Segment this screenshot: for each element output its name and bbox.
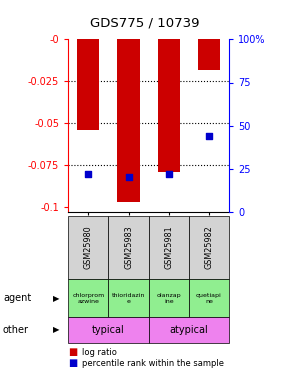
Text: ■: ■ — [68, 358, 77, 368]
Text: olanzap
ine: olanzap ine — [156, 293, 181, 303]
Text: ■: ■ — [68, 348, 77, 357]
Text: ▶: ▶ — [53, 294, 60, 303]
Text: GSM25983: GSM25983 — [124, 226, 133, 269]
Bar — [117, 39, 139, 202]
Text: ▶: ▶ — [53, 326, 60, 334]
Bar — [77, 39, 99, 130]
Text: agent: agent — [3, 293, 31, 303]
Text: GSM25980: GSM25980 — [84, 226, 93, 269]
Text: other: other — [3, 325, 29, 335]
Text: percentile rank within the sample: percentile rank within the sample — [82, 358, 224, 368]
Point — [166, 171, 171, 177]
Bar — [198, 39, 220, 69]
Bar — [158, 39, 180, 172]
Text: quetiapi
ne: quetiapi ne — [196, 293, 222, 303]
Point — [126, 174, 131, 180]
Text: GSM25981: GSM25981 — [164, 226, 173, 269]
Text: GDS775 / 10739: GDS775 / 10739 — [90, 17, 200, 30]
Text: atypical: atypical — [169, 325, 208, 335]
Text: typical: typical — [92, 325, 125, 335]
Point — [86, 171, 90, 177]
Text: chlorprom
azwine: chlorprom azwine — [72, 293, 104, 303]
Point — [207, 133, 211, 139]
Text: log ratio: log ratio — [82, 348, 117, 357]
Text: GSM25982: GSM25982 — [204, 226, 213, 269]
Text: thioridazin
e: thioridazin e — [112, 293, 145, 303]
